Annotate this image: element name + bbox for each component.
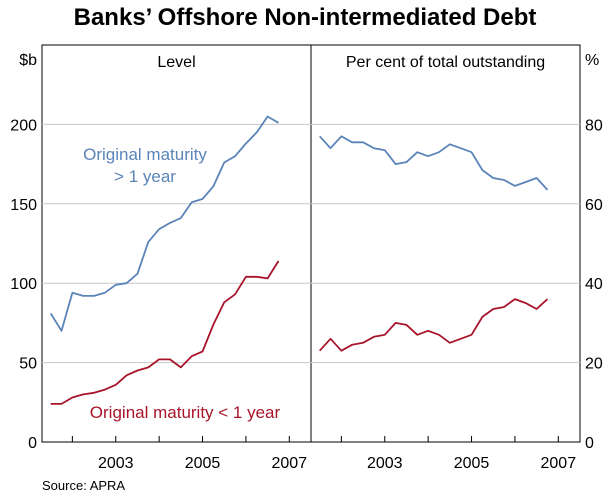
chart-title: Banks’ Offshore Non-intermediated Debt [73, 4, 537, 31]
series-label-long-maturity: Original maturity [83, 145, 207, 164]
series-line-long-maturity [49, 115, 279, 332]
series-line-short-maturity [50, 260, 280, 405]
y-tick-label: 150 [10, 197, 37, 214]
y-tick-label: 0 [585, 435, 594, 452]
series-label-short-maturity: Original maturity < 1 year [90, 403, 281, 422]
series-label-long-maturity: > 1 year [114, 167, 176, 186]
y-tick-label: 0 [28, 435, 37, 452]
source-note: Source: APRA [42, 478, 126, 493]
x-tick-label: 2003 [367, 455, 403, 472]
y-axis-unit-label: $b [19, 52, 37, 69]
series-line-short-maturity [319, 298, 549, 352]
x-tick-label: 2003 [98, 455, 134, 472]
y-tick-label: 80 [585, 117, 603, 134]
x-tick-label: 2005 [185, 455, 221, 472]
y-tick-label: 60 [585, 197, 603, 214]
x-tick-label: 2005 [454, 455, 490, 472]
y-tick-label: 200 [10, 117, 37, 134]
x-tick-label: 2007 [541, 455, 577, 472]
y-axis-unit-label: % [585, 52, 599, 69]
y-tick-label: 40 [585, 276, 603, 293]
panel-title: Level [157, 54, 195, 71]
y-tick-label: 20 [585, 356, 603, 373]
panel-title: Per cent of total outstanding [346, 54, 545, 71]
x-tick-label: 2007 [272, 455, 308, 472]
y-tick-label: 50 [19, 356, 37, 373]
series-line-long-maturity [319, 135, 549, 191]
y-tick-label: 100 [10, 276, 37, 293]
